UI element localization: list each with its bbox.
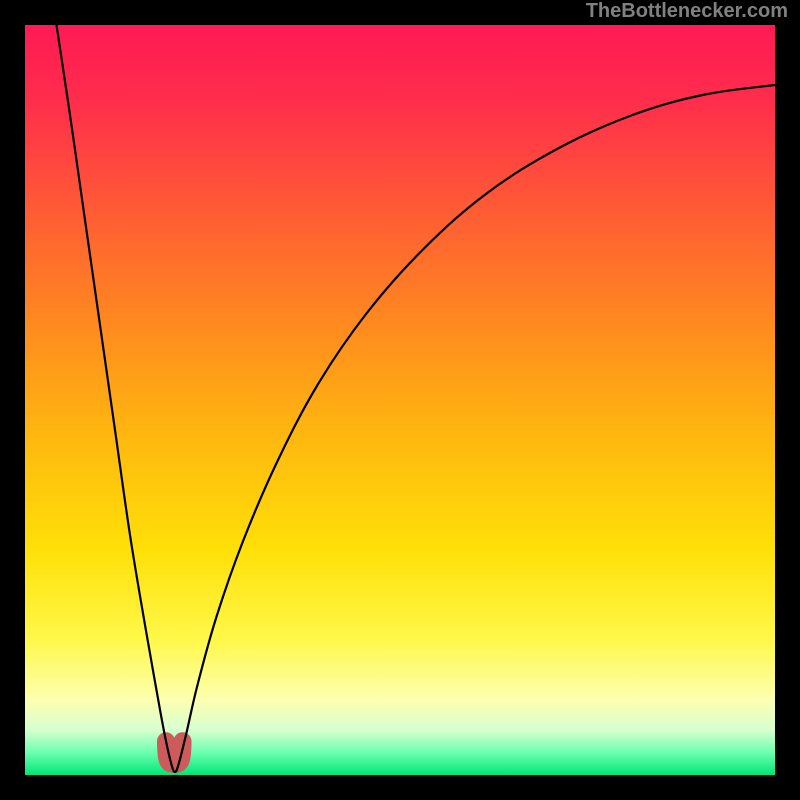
bottleneck-curve <box>57 25 776 772</box>
plot-area <box>25 25 775 775</box>
curve-layer <box>25 25 775 775</box>
chart-frame: TheBottlenecker.com <box>0 0 800 800</box>
watermark-text: TheBottlenecker.com <box>586 0 788 23</box>
